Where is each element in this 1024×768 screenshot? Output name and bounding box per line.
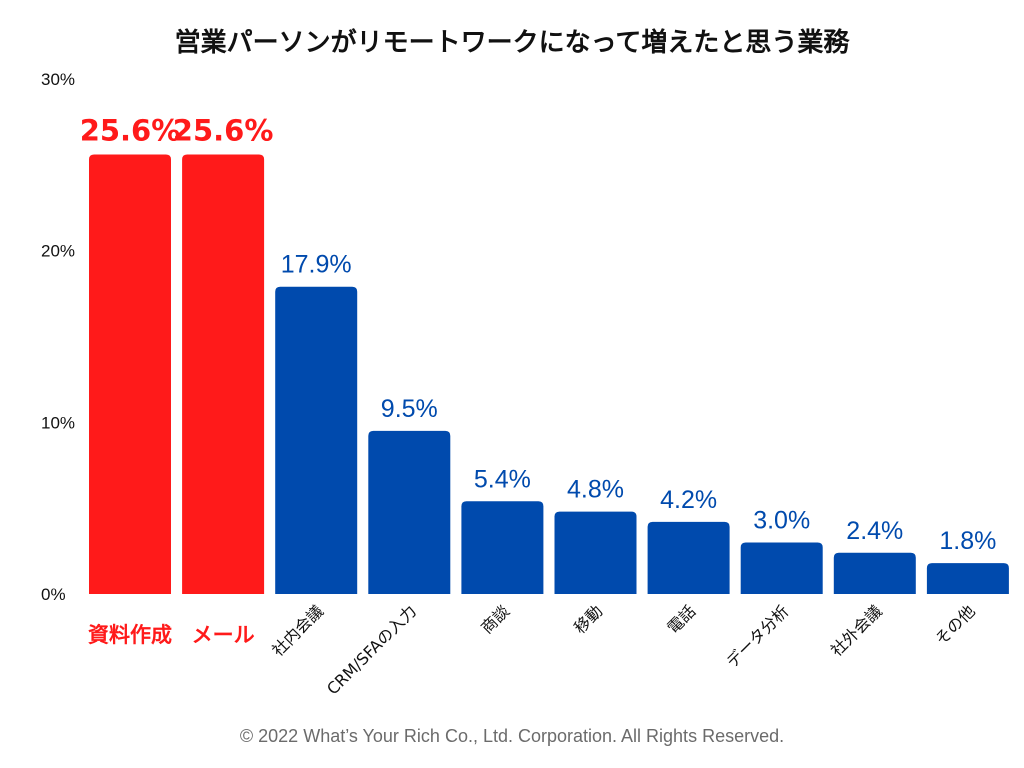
category-label: 移動 <box>570 601 606 637</box>
value-label: 4.2% <box>660 486 717 514</box>
y-tick-label: 30% <box>41 70 75 89</box>
value-label: 25.6% <box>173 114 274 148</box>
value-label: 2.4% <box>846 517 903 545</box>
bar <box>647 521 730 594</box>
category-label: 資料作成 <box>88 623 172 647</box>
category-label: メール <box>192 623 255 647</box>
category-label: 電話 <box>663 601 699 637</box>
chart-title: 営業パーソンがリモートワークになって増えたと思う業務 <box>174 28 850 58</box>
value-labels: 25.6%25.6% 17.9% 9.5% 5.4% 4.8% 4.2% 3.0% 2.4% 1… <box>80 114 997 556</box>
bar <box>554 511 637 594</box>
bars <box>89 154 1009 595</box>
category-label: 社内会議 <box>268 601 327 660</box>
category-label: 商談 <box>477 601 513 637</box>
category-label: CRM/SFAの入力 <box>323 601 420 698</box>
value-label: 5.4% <box>474 465 531 493</box>
value-label: 9.5% <box>381 395 438 423</box>
value-label: 4.8% <box>567 476 624 504</box>
category-label: データ分析 <box>723 601 793 671</box>
y-tick-label: 20% <box>41 242 75 261</box>
bar <box>740 542 823 594</box>
value-label: 17.9% <box>281 251 352 279</box>
bar <box>368 430 451 594</box>
bar <box>89 154 171 595</box>
bar <box>833 552 916 594</box>
copyright-notice: © 2022 What’s Your Rich Co., Ltd. Corpor… <box>239 726 785 746</box>
bar <box>461 501 544 594</box>
bar <box>926 563 1009 594</box>
value-label: 1.8% <box>939 527 996 555</box>
category-label: その他 <box>931 601 978 648</box>
y-axis-ticks: 0% 10% 20% 30% <box>41 70 75 604</box>
y-tick-label: 10% <box>41 413 75 432</box>
value-label: 3.0% <box>753 507 810 535</box>
y-tick-label: 0% <box>41 585 66 604</box>
category-label: 社外会議 <box>827 601 886 660</box>
value-label: 25.6% <box>80 114 181 148</box>
bar <box>275 286 358 594</box>
bar <box>182 154 265 595</box>
